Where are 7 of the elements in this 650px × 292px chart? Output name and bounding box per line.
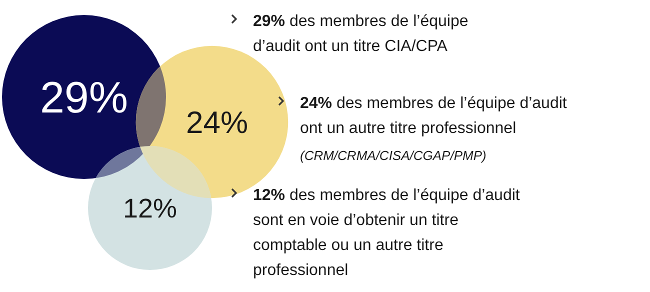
text: (CRM/CRMA/CISA/CGAP/PMP)	[300, 148, 486, 163]
data-label: 12%	[122, 193, 178, 224]
text: 24% des membres de l’équipe d’audit ont un autre titre professionnel	[300, 95, 568, 137]
data-label: 24%	[186, 104, 248, 140]
text: 29% des membres de l’équipe d’audit ont un titre CIA/CPA	[253, 13, 468, 55]
text: 12% des membres de l’équipe d’audit sont en voie d’obtenir un titre comptable ou un autre titre professionnel	[253, 187, 520, 279]
data-label: 29%	[40, 73, 128, 122]
